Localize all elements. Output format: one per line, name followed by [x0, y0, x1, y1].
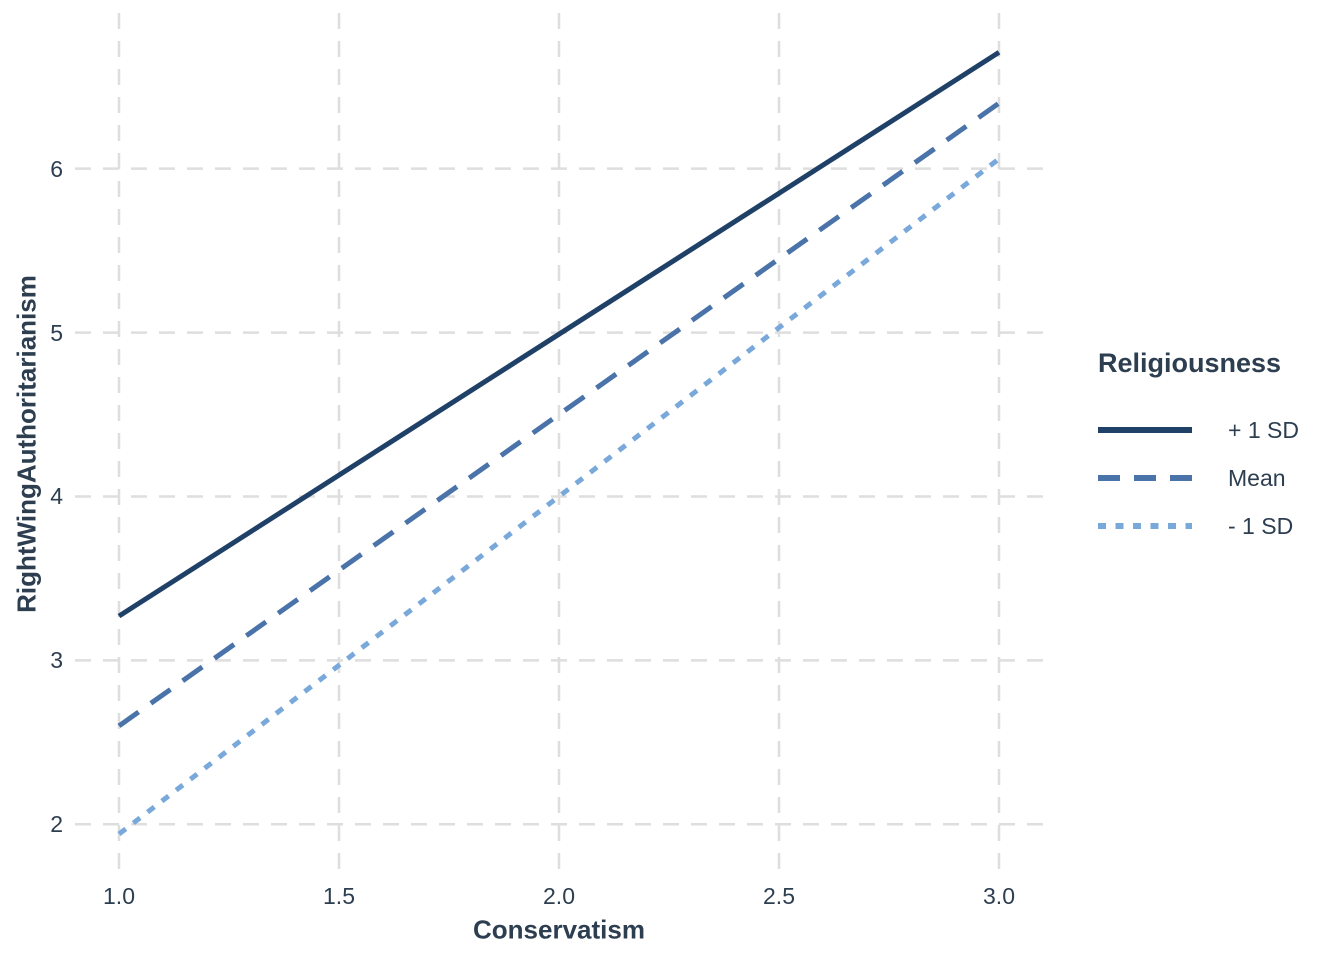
series-line-solid	[117, 50, 1001, 619]
y-tick-label: 5	[50, 319, 63, 346]
legend-key-dotted-line-icon	[1098, 523, 1192, 529]
legend-item-dashed: Mean	[1098, 454, 1299, 502]
legend-item-label: - 1 SD	[1228, 512, 1294, 539]
x-tick-label: 2.5	[763, 883, 795, 909]
legend-item-label: + 1 SD	[1228, 416, 1299, 443]
x-tick-label: 1.5	[323, 883, 355, 909]
y-tick-label: 6	[50, 155, 63, 182]
legend: Religiousness + 1 SD Mean - 1 SD	[1098, 345, 1299, 550]
legend-title: Religiousness	[1098, 348, 1282, 378]
y-axis-title: RightWingAuthoritarianism	[11, 275, 42, 613]
legend-item-dotted: - 1 SD	[1098, 502, 1299, 550]
x-tick-label: 2.0	[543, 883, 575, 909]
y-tick-label: 4	[50, 483, 63, 510]
legend-key-solid-line-icon	[1098, 427, 1192, 433]
x-axis-title: Conservatism	[473, 914, 645, 945]
x-tick-label: 1.0	[103, 883, 135, 909]
legend-item-solid: + 1 SD	[1098, 406, 1299, 454]
legend-key-dashed-line-icon	[1098, 475, 1192, 481]
series-line-dashed	[117, 101, 1001, 728]
y-tick-label: 2	[50, 811, 63, 838]
series-line-dotted	[117, 156, 1001, 837]
y-tick-label: 3	[50, 647, 63, 674]
legend-item-label: Mean	[1228, 464, 1286, 491]
x-tick-label: 3.0	[983, 883, 1015, 909]
legend-items: + 1 SD Mean - 1 SD	[1098, 406, 1299, 550]
